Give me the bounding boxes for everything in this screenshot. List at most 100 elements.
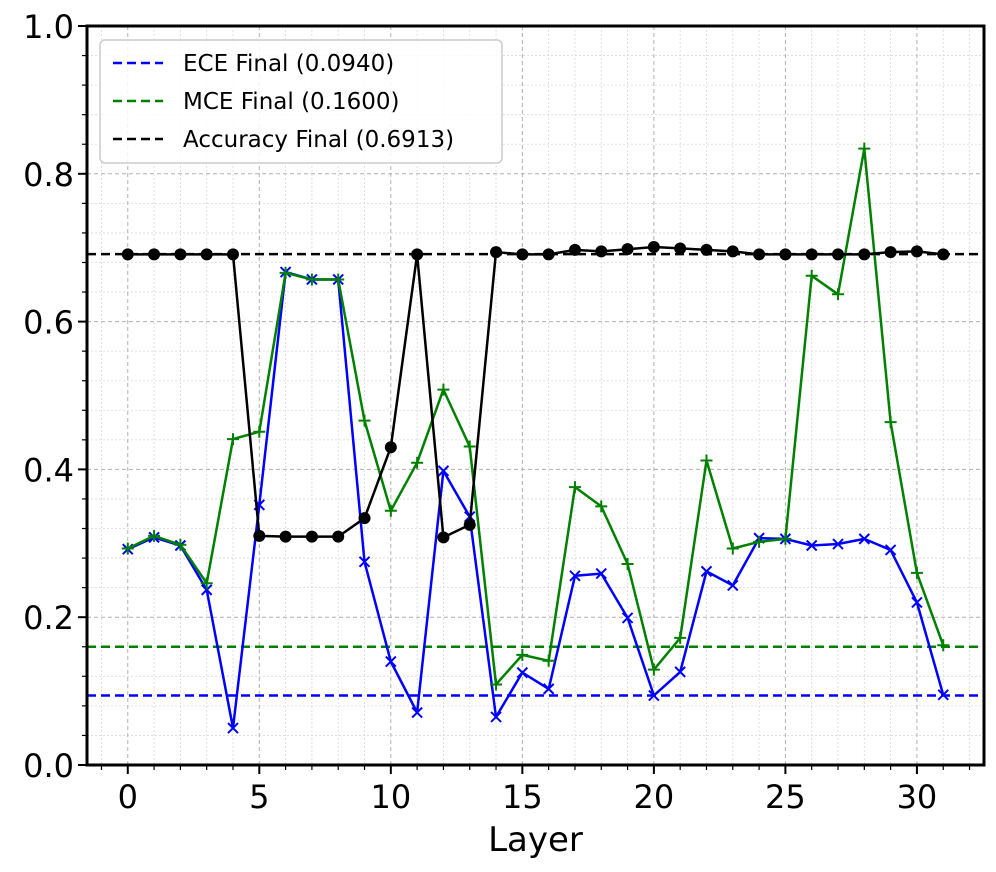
data-point-accuracy bbox=[700, 243, 713, 256]
x-tick-label: 25 bbox=[765, 778, 806, 816]
data-point-ece bbox=[805, 539, 818, 552]
data-point-ece bbox=[911, 596, 923, 609]
data-point-accuracy bbox=[595, 245, 608, 258]
x-tick-label: 10 bbox=[370, 778, 411, 816]
data-point-mce bbox=[884, 416, 897, 429]
series-line-mce bbox=[127, 147, 945, 686]
data-point-mce bbox=[753, 535, 766, 548]
data-point-ece bbox=[437, 465, 450, 477]
series-line-ece bbox=[127, 270, 945, 730]
data-point-mce bbox=[358, 414, 371, 427]
data-point-ece bbox=[648, 689, 660, 702]
data-point-accuracy bbox=[858, 248, 871, 261]
data-point-accuracy bbox=[200, 248, 213, 261]
data-point-accuracy bbox=[148, 248, 161, 261]
data-point-accuracy bbox=[805, 248, 818, 261]
data-point-mce bbox=[437, 383, 450, 396]
data-point-mce bbox=[305, 273, 318, 286]
data-point-ece bbox=[569, 570, 581, 582]
data-point-mce bbox=[279, 266, 292, 279]
y-tick-label: 0.4 bbox=[23, 451, 74, 489]
data-point-mce bbox=[805, 269, 818, 282]
data-point-ece bbox=[385, 655, 397, 668]
data-point-accuracy bbox=[384, 441, 397, 454]
data-point-ece bbox=[700, 565, 713, 578]
x-tick-label: 15 bbox=[502, 778, 543, 816]
data-point-mce bbox=[200, 577, 213, 590]
y-tick-label: 0.0 bbox=[23, 747, 74, 785]
data-point-accuracy bbox=[305, 530, 318, 543]
data-point-mce bbox=[595, 500, 608, 513]
data-point-ece bbox=[200, 584, 213, 596]
data-point-mce bbox=[910, 566, 923, 579]
data-point-mce bbox=[148, 529, 161, 542]
x-tick-label: 0 bbox=[118, 778, 138, 816]
data-point-mce bbox=[411, 456, 424, 469]
data-point-mce bbox=[858, 142, 871, 155]
series-layer bbox=[121, 142, 950, 734]
data-point-accuracy bbox=[490, 246, 503, 259]
data-point-mce bbox=[832, 288, 845, 301]
data-point-accuracy bbox=[884, 246, 897, 259]
data-point-mce bbox=[384, 504, 397, 517]
data-point-ece bbox=[884, 544, 897, 556]
reference-lines bbox=[87, 252, 984, 697]
data-point-ece bbox=[227, 722, 239, 734]
data-point-ece bbox=[832, 538, 844, 550]
data-point-ece bbox=[621, 612, 634, 624]
series-line-accuracy bbox=[127, 245, 944, 539]
data-point-accuracy bbox=[253, 529, 266, 542]
y-tick-label: 0.8 bbox=[23, 156, 74, 194]
tick-layer: 0 5 10 15 20 25 30 0.0 0.2 0.4 0.6 0.8 1.0 bbox=[23, 8, 971, 816]
x-tick-label: 20 bbox=[634, 778, 675, 816]
data-point-mce bbox=[726, 542, 739, 555]
x-tick-label: 30 bbox=[897, 778, 938, 816]
data-point-accuracy bbox=[832, 248, 845, 261]
data-point-mce bbox=[542, 654, 555, 667]
data-point-accuracy bbox=[937, 248, 950, 261]
data-point-mce bbox=[332, 273, 345, 286]
data-point-mce bbox=[121, 542, 134, 555]
data-point-mce bbox=[226, 433, 239, 446]
data-point-ece bbox=[542, 683, 555, 695]
data-point-mce bbox=[647, 663, 660, 676]
data-point-ece bbox=[358, 556, 371, 568]
x-axis-title: Layer bbox=[488, 820, 583, 860]
data-point-mce bbox=[174, 538, 187, 551]
data-point-ece bbox=[858, 533, 871, 545]
data-point-accuracy bbox=[121, 248, 134, 261]
data-point-mce bbox=[674, 631, 687, 644]
legend: ECE Final (0.0940) MCE Final (0.1600) Ac… bbox=[99, 39, 503, 164]
data-point-ece bbox=[674, 666, 686, 678]
data-point-accuracy bbox=[726, 245, 739, 258]
legend-box bbox=[99, 39, 503, 164]
data-point-mce bbox=[568, 481, 581, 494]
data-point-ece bbox=[490, 711, 502, 723]
data-point-mce bbox=[516, 648, 529, 661]
data-point-accuracy bbox=[621, 243, 634, 256]
data-point-accuracy bbox=[226, 248, 239, 261]
data-point-accuracy bbox=[463, 518, 476, 531]
data-point-accuracy bbox=[516, 248, 529, 261]
data-point-mce bbox=[253, 425, 266, 438]
y-tick-label: 0.2 bbox=[23, 599, 74, 637]
data-point-ece bbox=[516, 666, 529, 679]
data-point-accuracy bbox=[411, 248, 424, 261]
data-point-mce bbox=[937, 639, 950, 652]
data-point-accuracy bbox=[542, 248, 555, 261]
data-point-accuracy bbox=[568, 243, 581, 256]
data-point-accuracy bbox=[779, 248, 792, 261]
data-point-mce bbox=[621, 557, 634, 570]
data-point-ece bbox=[595, 567, 607, 580]
data-point-ece bbox=[937, 689, 949, 701]
data-point-accuracy bbox=[358, 512, 371, 525]
legend-label-mce: MCE Final (0.1600) bbox=[183, 89, 400, 115]
data-point-ece bbox=[411, 706, 423, 719]
data-point-accuracy bbox=[332, 530, 345, 543]
data-point-mce bbox=[779, 532, 792, 545]
data-point-mce bbox=[490, 678, 503, 691]
data-point-mce bbox=[700, 454, 713, 467]
data-point-accuracy bbox=[279, 530, 292, 543]
x-tick-label: 5 bbox=[249, 778, 269, 816]
